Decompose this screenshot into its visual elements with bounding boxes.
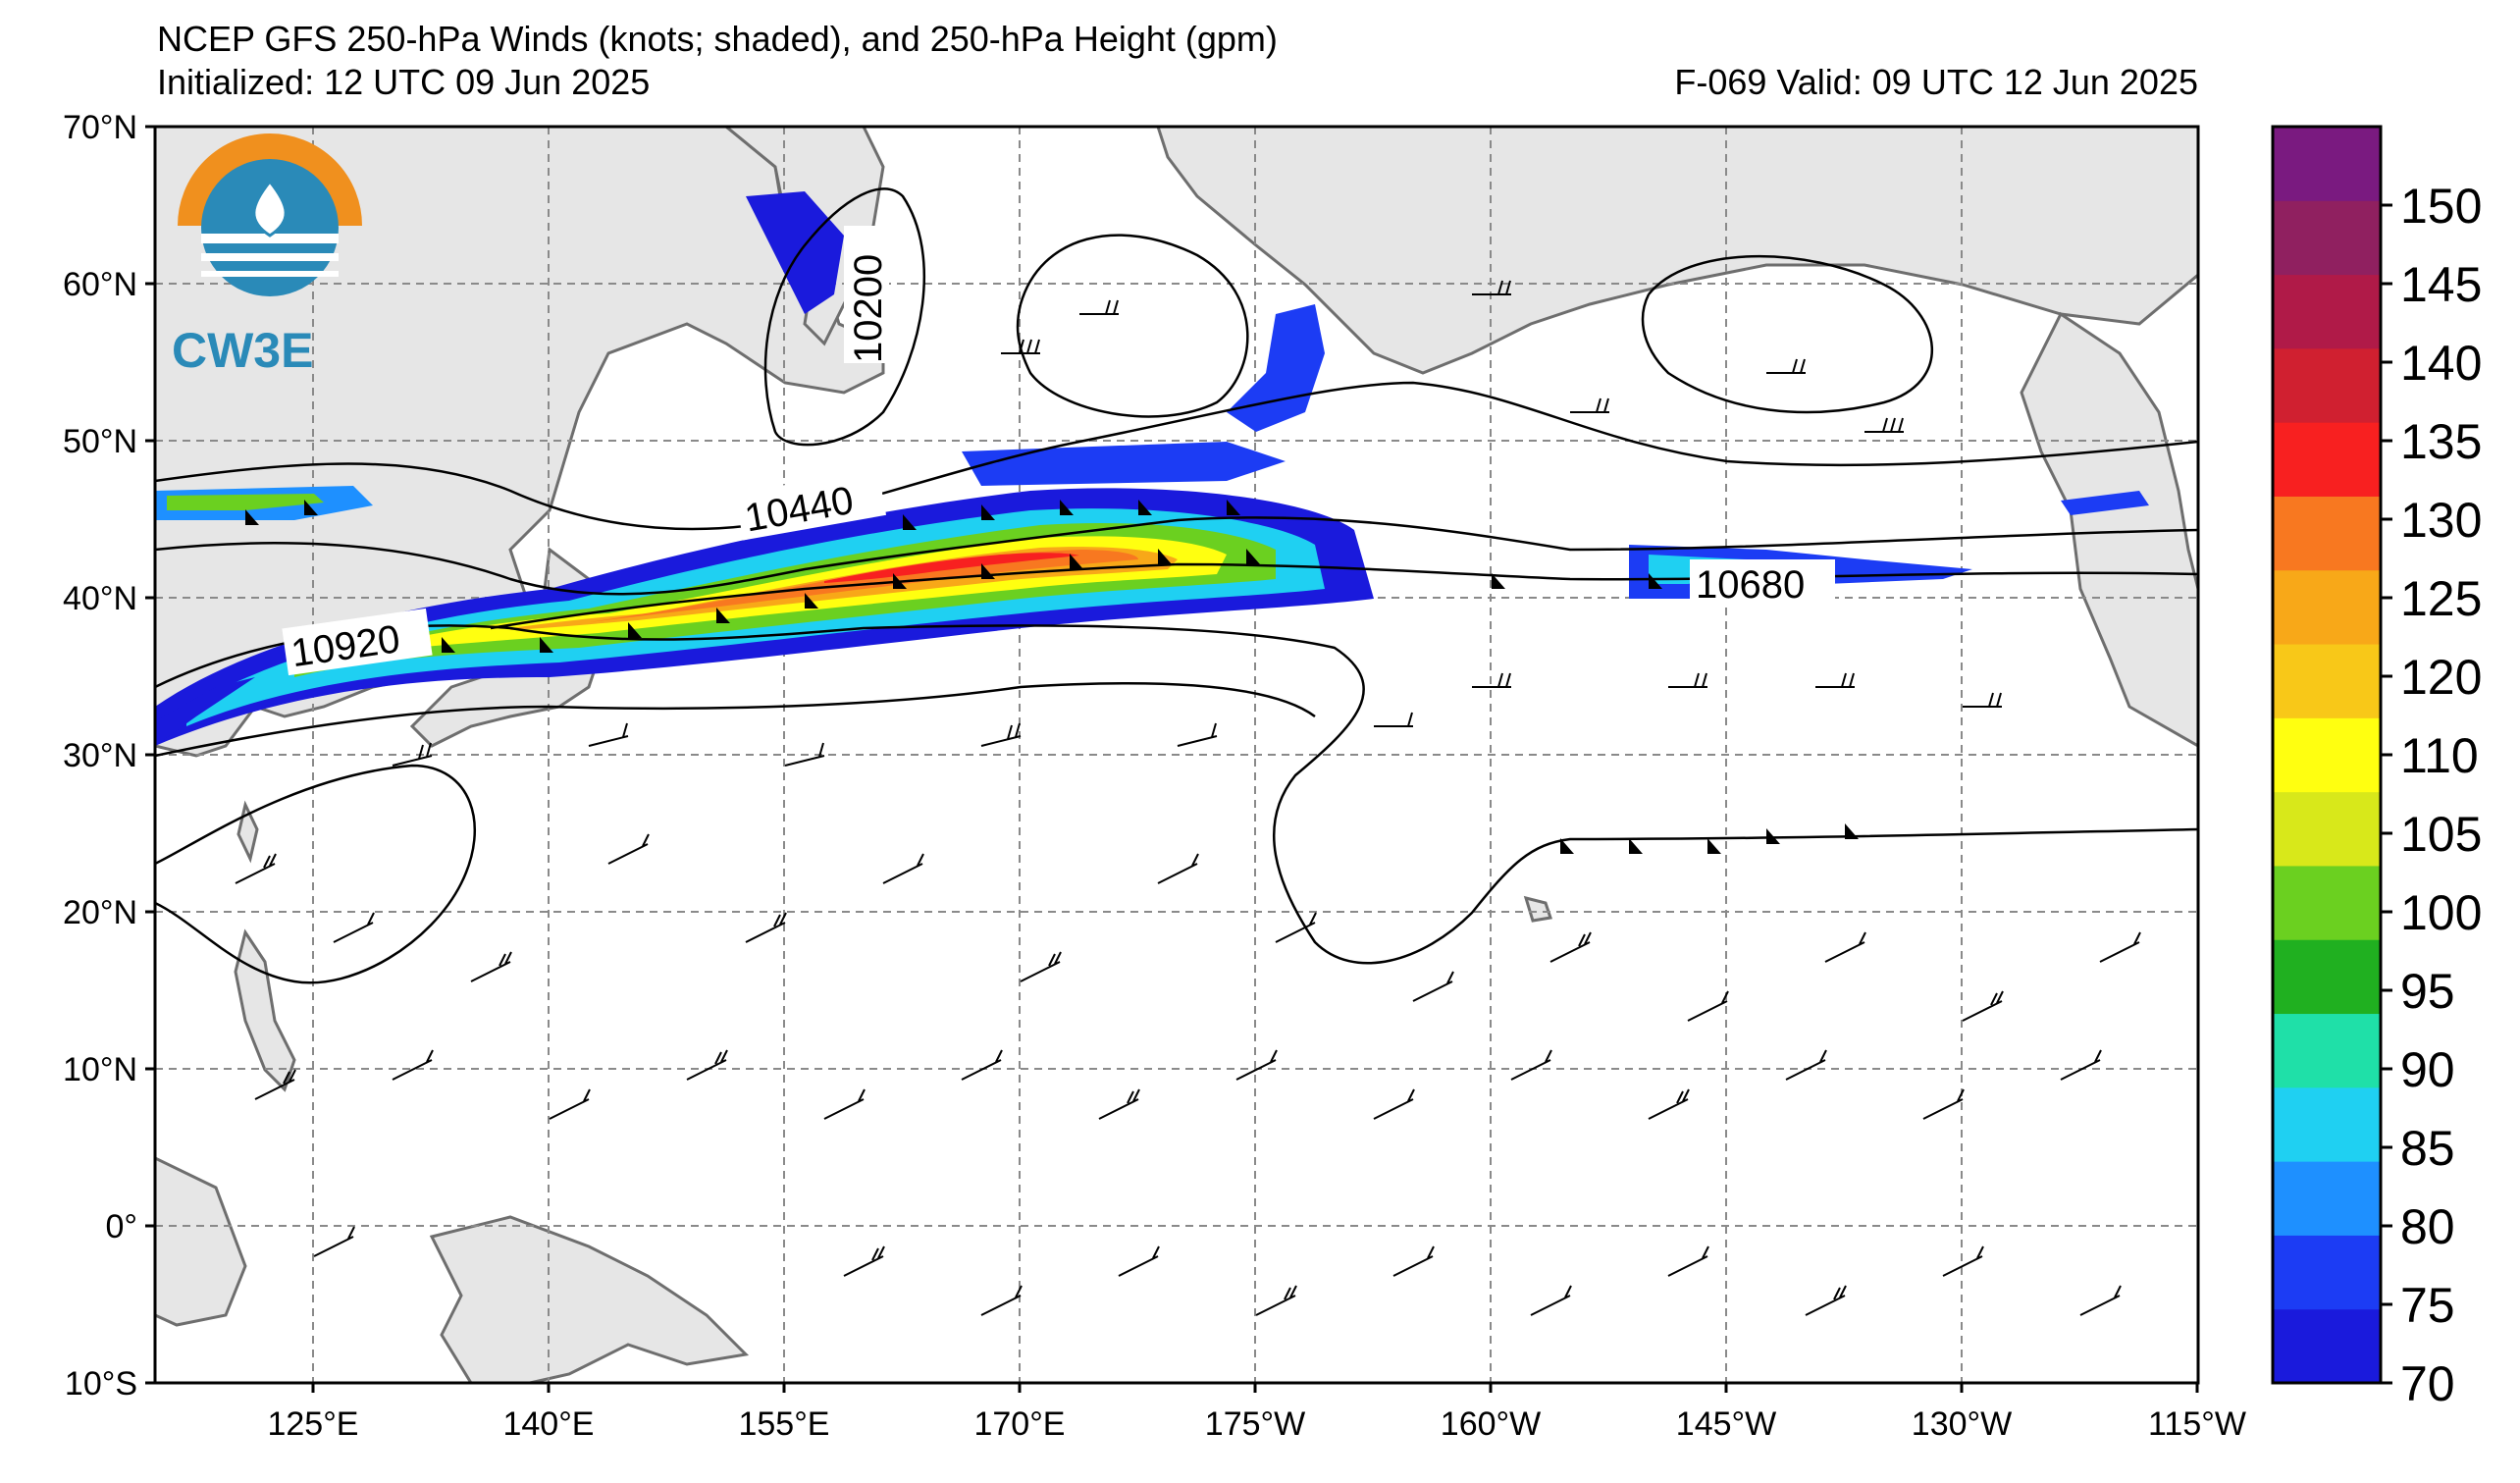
colorbar-tick: 80 xyxy=(2400,1199,2455,1254)
contour-10920 xyxy=(155,624,2198,965)
lon-label: 140°E xyxy=(502,1405,594,1443)
title-block: NCEP GFS 250-hPa Winds (knots; shaded), … xyxy=(157,18,2198,104)
lat-label: 10°N xyxy=(63,1051,137,1088)
jet-aleutian-fragment xyxy=(1227,304,1325,432)
colorbar-tick: 95 xyxy=(2400,964,2455,1019)
colorbar-swatch xyxy=(2273,422,2381,497)
map-area: 10200 10440 10680 10920 xyxy=(155,127,2198,1383)
jet-bering-fragment xyxy=(746,191,844,314)
land-hawaii xyxy=(1523,895,1552,923)
lon-label: 125°E xyxy=(267,1405,358,1443)
valid-time: F-069 Valid: 09 UTC 12 Jun 2025 xyxy=(1674,62,2198,102)
colorbar-swatch xyxy=(2273,496,2381,571)
contour-gulf-low xyxy=(1641,254,1934,414)
jet-japan-south-fragment xyxy=(155,677,255,746)
lat-label: 50°N xyxy=(63,423,137,460)
jet-far-east-fragment xyxy=(2061,491,2149,515)
jet-bering-north xyxy=(962,442,1286,486)
lon-label: 115°W xyxy=(2148,1405,2246,1443)
svg-text:10680: 10680 xyxy=(1696,563,1805,607)
colorbar-swatch xyxy=(2273,1013,2381,1088)
colorbar-tick: 110 xyxy=(2400,728,2479,783)
contour-south xyxy=(155,764,476,984)
colorbar-swatch xyxy=(2273,347,2381,423)
lon-label: 175°W xyxy=(1205,1405,1305,1443)
colorbar-tick: 150 xyxy=(2400,179,2482,234)
contour-label-10920: 10920 xyxy=(282,608,433,675)
colorbar-swatch xyxy=(2273,1308,2381,1384)
init-time: Initialized: 12 UTC 09 Jun 2025 xyxy=(157,62,651,102)
jet-west-fragment-core xyxy=(167,494,324,510)
contour-north-low xyxy=(1016,234,1249,418)
colorbar-tick: 105 xyxy=(2400,807,2482,862)
contour-label-10200: 10200 xyxy=(844,226,890,363)
land-north-america xyxy=(2020,311,2198,748)
colorbar-swatch xyxy=(2273,791,2381,867)
colorbar-tick: 75 xyxy=(2400,1278,2455,1333)
colorbar-swatch xyxy=(2273,1086,2381,1162)
colorbar-swatch xyxy=(2273,569,2381,645)
jet-band-130 xyxy=(589,550,1138,622)
lon-label: 130°W xyxy=(1912,1405,2012,1443)
colorbar-swatch xyxy=(2273,644,2381,718)
logo-orange-arc xyxy=(178,133,362,227)
contour-label-10680: 10680 xyxy=(1690,559,1835,607)
map-title: NCEP GFS 250-hPa Winds (knots; shaded), … xyxy=(157,19,1278,59)
colorbar-swatch xyxy=(2273,1161,2381,1236)
lat-label: 30°N xyxy=(63,737,137,774)
colorbar-tick: 85 xyxy=(2400,1121,2455,1176)
lat-label: 70°N xyxy=(63,109,137,146)
lat-label: 0° xyxy=(105,1208,137,1245)
jet-stream-shading xyxy=(155,191,2149,746)
contour-10440 xyxy=(155,381,2198,531)
colorbar-tick: 100 xyxy=(2400,885,2482,940)
land-philippines xyxy=(234,928,296,1092)
lat-label: 40°N xyxy=(63,580,137,617)
colorbar-tick: 125 xyxy=(2400,571,2482,626)
jet-band-135 xyxy=(824,553,1079,583)
colorbar: 70 75 80 85 90 95 100 105 110 120 125 13… xyxy=(2271,125,2482,1411)
colorbar-swatches xyxy=(2273,127,2381,1384)
colorbar-swatch xyxy=(2273,865,2381,940)
contour-mid-north xyxy=(155,516,2198,596)
lat-label: 20°N xyxy=(63,894,137,931)
lon-label: 160°W xyxy=(1441,1405,1541,1443)
colorbar-tick: 120 xyxy=(2400,650,2482,705)
land-alaska xyxy=(1156,127,2198,375)
contour-mid-lat xyxy=(155,682,1316,758)
colorbar-tick: 90 xyxy=(2400,1042,2455,1097)
svg-text:10200: 10200 xyxy=(847,254,890,363)
lon-label: 155°E xyxy=(738,1405,829,1443)
colorbar-tick: 135 xyxy=(2400,414,2482,469)
colorbar-swatch xyxy=(2273,127,2381,201)
land-new-guinea xyxy=(429,1215,750,1383)
colorbar-swatch xyxy=(2273,939,2381,1015)
land-borneo xyxy=(155,1156,247,1327)
cw3e-logo: CW3E xyxy=(172,133,362,378)
colorbar-swatch xyxy=(2273,717,2381,793)
colorbar-swatch xyxy=(2273,200,2381,276)
water-drop-icon xyxy=(252,179,288,238)
wind-barbs xyxy=(235,280,2141,1316)
lon-axis: 125°E 140°E 155°E 170°E 175°W 160°W 145°… xyxy=(267,1383,2246,1443)
lat-label: 10°S xyxy=(65,1365,137,1403)
land-taiwan xyxy=(236,800,259,864)
colorbar-tick: 70 xyxy=(2400,1356,2455,1411)
lat-axis: 70°N 60°N 50°N 40°N 30°N 20°N 10°N 0° 10… xyxy=(63,109,155,1403)
colorbar-swatch xyxy=(2273,274,2381,349)
colorbar-tick: 140 xyxy=(2400,336,2482,391)
jet-flags xyxy=(245,500,1859,854)
lon-label: 170°E xyxy=(973,1405,1065,1443)
colorbar-tick: 145 xyxy=(2400,257,2482,312)
colorbar-tick: 130 xyxy=(2400,493,2482,548)
contour-10200 xyxy=(763,187,926,447)
logo-text: CW3E xyxy=(172,323,313,378)
colorbar-swatch xyxy=(2273,1235,2381,1310)
lat-label: 60°N xyxy=(63,266,137,303)
lon-label: 145°W xyxy=(1676,1405,1776,1443)
